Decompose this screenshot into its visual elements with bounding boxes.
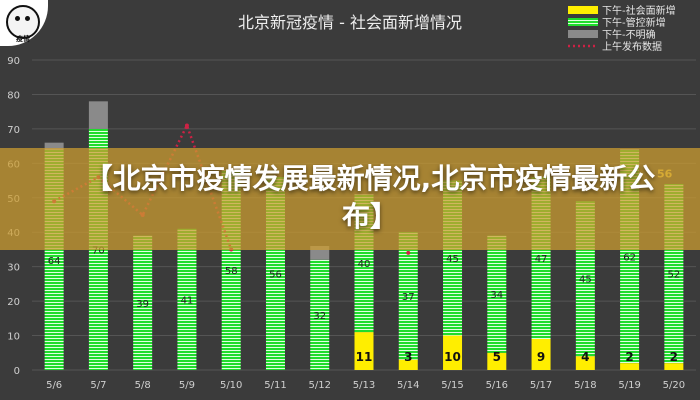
legend-label: 下午-不明确	[602, 28, 656, 41]
data-label-controlled: 62	[623, 252, 636, 263]
x-tick-label: 5/11	[264, 380, 286, 391]
logo-eye-icon	[15, 16, 20, 21]
bar-controlled	[133, 235, 153, 370]
data-label-controlled: 45	[446, 254, 459, 265]
data-label-social: 2	[625, 350, 633, 364]
data-label-controlled: 70	[92, 245, 105, 256]
data-label-social: 11	[356, 350, 373, 364]
legend-swatch	[568, 18, 598, 26]
data-label-controlled: 32	[313, 311, 326, 322]
x-tick-label: 5/8	[135, 380, 151, 391]
data-label-controlled: 56	[269, 270, 282, 281]
data-label-social: 10	[444, 350, 461, 364]
bar-controlled	[177, 228, 197, 370]
x-tick-label: 5/12	[308, 380, 330, 391]
bar-social	[443, 335, 463, 370]
y-tick-label: 80	[7, 90, 20, 101]
x-tick-label: 5/16	[486, 380, 508, 391]
legend-swatch	[568, 6, 598, 14]
bar-controlled	[398, 232, 418, 360]
data-label-social: 4	[581, 350, 589, 364]
data-label-controlled: 52	[667, 270, 680, 281]
y-tick-label: 70	[7, 125, 20, 136]
bar-social	[487, 352, 507, 370]
data-label-social: 3	[404, 350, 412, 364]
bar-unclear	[88, 101, 108, 129]
data-label-controlled: 39	[136, 299, 149, 310]
data-label-controlled: 58	[225, 266, 238, 277]
data-label-controlled: 37	[402, 292, 415, 303]
y-tick-label: 0	[14, 366, 20, 377]
bar-social	[620, 363, 640, 370]
bar-social	[398, 359, 418, 370]
bar-unclear	[44, 142, 64, 150]
chart-title: 北京新冠疫情 - 社会面新增情况	[238, 13, 462, 32]
legend-label: 上午发布数据	[602, 40, 662, 53]
legend-label: 下午-管控新增	[602, 16, 666, 29]
x-tick-label: 5/18	[574, 380, 596, 391]
y-tick-label: 90	[7, 56, 20, 67]
data-label-social: 2	[670, 350, 678, 364]
y-tick-label: 30	[7, 263, 20, 274]
x-tick-label: 5/7	[90, 380, 106, 391]
data-label-social: 5	[493, 350, 501, 364]
x-tick-label: 5/9	[179, 380, 195, 391]
bar-controlled	[487, 235, 507, 353]
x-tick-label: 5/20	[663, 380, 685, 391]
data-label-controlled: 47	[535, 254, 548, 265]
data-label-controlled: 45	[579, 275, 592, 286]
x-tick-label: 5/17	[530, 380, 552, 391]
x-tick-label: 5/6	[46, 380, 62, 391]
bar-controlled	[310, 259, 330, 370]
logo-eye-icon	[25, 16, 30, 21]
data-label-controlled: 40	[358, 259, 371, 270]
data-label-controlled: 34	[490, 290, 503, 301]
y-tick-label: 20	[7, 297, 20, 308]
logo-face-icon	[6, 5, 40, 39]
x-tick-label: 5/13	[353, 380, 375, 391]
bar-social	[575, 356, 595, 370]
y-tick-label: 10	[7, 332, 20, 343]
x-tick-label: 5/15	[441, 380, 463, 391]
logo: 疫情	[0, 0, 48, 46]
data-label-controlled: 41	[181, 295, 194, 306]
line-morning-point	[406, 250, 411, 255]
data-label-controlled: 64	[48, 256, 61, 267]
legend-label: 下午-社会面新增	[602, 4, 676, 17]
headline-banner	[0, 148, 700, 250]
bar-social	[354, 332, 374, 370]
x-tick-label: 5/14	[397, 380, 419, 391]
x-tick-label: 5/19	[618, 380, 640, 391]
line-morning-point	[184, 123, 189, 128]
logo-text: 疫情	[16, 35, 30, 43]
x-tick-label: 5/10	[220, 380, 242, 391]
legend-swatch	[568, 30, 598, 38]
bar-social	[531, 339, 551, 370]
bar-social	[664, 363, 684, 370]
data-label-social: 9	[537, 350, 545, 364]
headline-text: 【北京市疫情发展最新情况,北京市疫情最新公布】	[84, 162, 656, 233]
